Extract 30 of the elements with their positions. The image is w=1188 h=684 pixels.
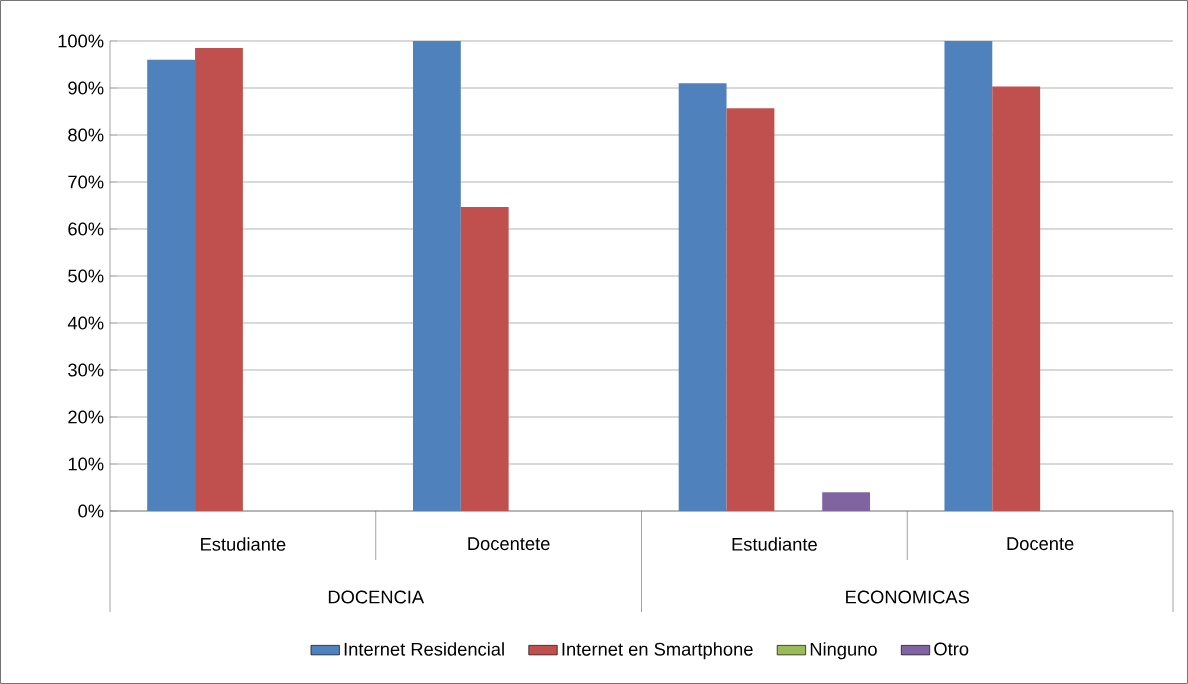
y-tick-label: 0% [78,504,104,518]
legend-label: Otro [934,642,969,656]
text: ECONOMICAS [846,590,970,604]
y-tick-label: 30% [68,363,104,377]
y-tick-label: 60% [68,222,104,236]
x-tick-label: Docente [1007,537,1074,551]
bar [822,492,871,511]
bar [726,108,775,511]
y-tick-label: 10% [68,457,104,471]
y-tick-label: 70% [68,175,104,189]
bar [147,59,196,511]
y-tick-label: 20% [68,410,104,424]
bar [678,83,727,511]
bar [195,48,243,511]
text: DOCENCIA [328,590,425,604]
bar [412,41,461,511]
legend-label: Internet en Smartphone [562,642,753,660]
y-tick-label: 100% [58,34,104,48]
legend-label: Internet Residencial [344,642,504,656]
y-tick-label: 80% [68,128,104,142]
legend-label: Ninguno [810,642,877,660]
y-tick-label: 90% [68,81,104,95]
x-tick-label: Estudiante [201,537,286,551]
y-tick-label: 50% [68,269,104,283]
bar [944,41,993,511]
x-tick-label: Docentete [468,537,550,551]
bar [460,206,509,511]
y-tick-label: 40% [67,316,104,330]
bar [992,86,1041,511]
x-tick-label: Estudiante [732,537,817,551]
